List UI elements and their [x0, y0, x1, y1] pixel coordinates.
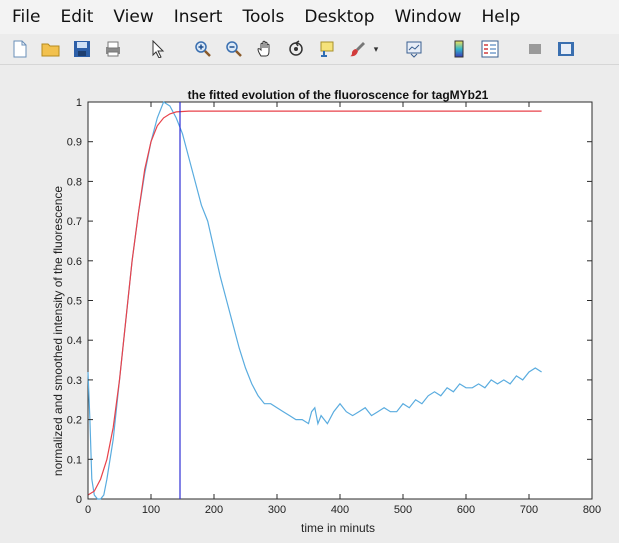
menu-tools[interactable]: Tools: [242, 7, 285, 27]
data-cursor-icon[interactable]: [316, 38, 338, 60]
save-icon[interactable]: [71, 38, 93, 60]
x-axis-label: time in minuts: [301, 521, 375, 535]
x-tick-label: 400: [331, 504, 349, 516]
menu-edit[interactable]: Edit: [60, 7, 94, 27]
colorbar-icon[interactable]: [448, 38, 470, 60]
y-tick-label: 0.8: [67, 176, 82, 188]
y-tick-label: 0.2: [67, 415, 82, 427]
y-tick-label: 0.1: [67, 454, 82, 466]
new-file-icon[interactable]: [9, 38, 31, 60]
y-tick-label: 0.4: [67, 335, 82, 347]
x-tick-label: 500: [394, 504, 412, 516]
show-plot-tools-icon[interactable]: [555, 38, 577, 60]
hide-plot-tools-icon[interactable]: [524, 38, 546, 60]
chart-svg: the fitted evolution of the fluoroscence…: [51, 88, 601, 535]
menu-bar: File Edit View Insert Tools Desktop Wind…: [0, 0, 619, 34]
x-tick-label: 100: [142, 504, 160, 516]
y-axis-label: normalized and smoothed intensity of the…: [51, 186, 65, 476]
y-tick-label: 0.5: [67, 296, 82, 308]
x-tick-label: 600: [457, 504, 475, 516]
y-tick-label: 0: [76, 494, 82, 506]
x-tick-label: 800: [583, 504, 601, 516]
figure-toolbar: ▾: [0, 34, 619, 65]
link-plot-icon[interactable]: [403, 38, 425, 60]
menu-view[interactable]: View: [113, 7, 154, 27]
y-tick-label: 0.9: [67, 137, 82, 149]
pan-icon[interactable]: [254, 38, 276, 60]
x-tick-label: 700: [520, 504, 538, 516]
zoom-in-icon[interactable]: [192, 38, 214, 60]
figure-canvas: the fitted evolution of the fluoroscence…: [0, 65, 619, 543]
rotate-3d-icon[interactable]: [285, 38, 307, 60]
print-icon[interactable]: [102, 38, 124, 60]
y-tick-label: 1: [76, 97, 82, 109]
x-tick-label: 200: [205, 504, 223, 516]
y-tick-label: 0.3: [67, 375, 82, 387]
menu-desktop[interactable]: Desktop: [304, 7, 375, 27]
open-folder-icon[interactable]: [40, 38, 62, 60]
legend-icon[interactable]: [479, 38, 501, 60]
chevron-down-icon[interactable]: ▾: [373, 43, 379, 54]
menu-insert[interactable]: Insert: [173, 7, 223, 27]
pointer-icon[interactable]: [147, 38, 169, 60]
x-tick-label: 300: [268, 504, 286, 516]
menu-window[interactable]: Window: [394, 7, 462, 27]
y-tick-label: 0.6: [67, 256, 82, 268]
chart-title: the fitted evolution of the fluoroscence…: [188, 88, 489, 102]
menu-file[interactable]: File: [12, 7, 41, 27]
menu-help[interactable]: Help: [481, 7, 521, 27]
zoom-out-icon[interactable]: [223, 38, 245, 60]
series-line-1: [87, 110, 542, 496]
x-tick-label: 0: [85, 504, 91, 516]
brush-icon[interactable]: [347, 38, 369, 60]
plot-area: [87, 101, 593, 500]
y-tick-label: 0.7: [67, 216, 82, 228]
